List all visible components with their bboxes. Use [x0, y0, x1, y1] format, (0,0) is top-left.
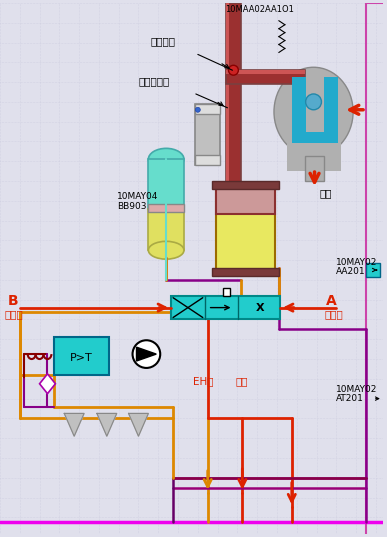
Bar [212, 268, 279, 276]
Ellipse shape [148, 148, 184, 170]
Text: 蒸汽: 蒸汽 [320, 188, 332, 198]
Text: X: X [256, 303, 264, 313]
Text: A: A [326, 294, 337, 308]
Polygon shape [128, 413, 148, 436]
Bar [292, 129, 338, 143]
Bar [171, 296, 280, 320]
Text: 限位开关: 限位开关 [150, 37, 175, 47]
Bar [292, 77, 306, 136]
Text: 位移传感器: 位移传感器 [139, 76, 170, 86]
Bar [55, 337, 109, 375]
Circle shape [306, 94, 322, 110]
Circle shape [228, 66, 238, 75]
Text: 泄油位: 泄油位 [324, 309, 343, 320]
Bar [195, 155, 219, 165]
Bar [226, 3, 241, 201]
Bar [223, 288, 231, 296]
Text: 10MAY02: 10MAY02 [336, 258, 378, 267]
Bar [226, 3, 229, 201]
Bar [148, 159, 184, 209]
Bar [305, 156, 324, 181]
Bar [212, 181, 279, 189]
Text: AT201: AT201 [336, 394, 364, 403]
Text: 10MAY02: 10MAY02 [336, 384, 378, 394]
Polygon shape [137, 347, 156, 361]
Polygon shape [64, 413, 84, 436]
Text: P>T: P>T [70, 353, 92, 363]
Text: 10MAY04: 10MAY04 [117, 192, 158, 201]
Bar [148, 204, 184, 212]
Text: BB903: BB903 [117, 202, 146, 211]
Text: B: B [8, 294, 19, 308]
Bar [366, 263, 380, 277]
Ellipse shape [274, 67, 353, 156]
Bar [195, 104, 219, 165]
Text: 10MAA02AA1O1: 10MAA02AA1O1 [226, 5, 295, 14]
Bar [287, 132, 341, 171]
Bar [216, 186, 275, 214]
Text: EH油: EH油 [193, 376, 213, 386]
Bar [226, 70, 305, 84]
Bar [226, 70, 305, 74]
Polygon shape [39, 374, 55, 394]
Polygon shape [97, 413, 117, 436]
Bar [324, 77, 338, 136]
Circle shape [195, 107, 200, 112]
Bar [306, 77, 324, 132]
Ellipse shape [148, 241, 184, 259]
Bar [216, 186, 275, 270]
Circle shape [132, 340, 160, 368]
Text: 进油位: 进油位 [5, 309, 24, 320]
Bar [148, 209, 184, 250]
Text: 回油: 回油 [235, 376, 248, 386]
Bar [195, 104, 219, 114]
Text: AA201: AA201 [336, 267, 366, 276]
